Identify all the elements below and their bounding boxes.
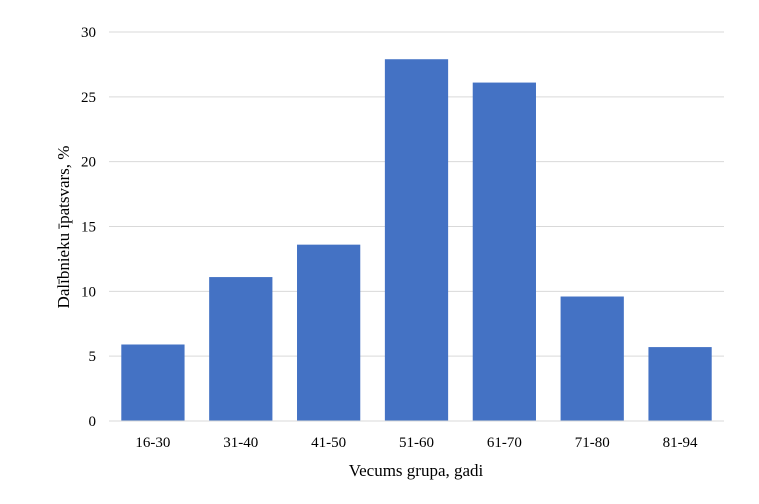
x-tick-labels: 16-30 31-40 41-50 51-60 61-70 71-80 81-94 <box>135 435 698 451</box>
bar-61-70 <box>472 82 536 421</box>
bar-81-94 <box>648 347 712 421</box>
y-tick-label: 10 <box>81 284 96 300</box>
x-tick-label: 31-40 <box>223 435 258 451</box>
y-tick-labels: 0 5 10 15 20 25 30 <box>81 25 96 430</box>
bar-41-50 <box>297 244 361 421</box>
x-tick-label: 81-94 <box>663 435 698 451</box>
y-tick-label: 0 <box>89 414 97 430</box>
y-tick-label: 15 <box>81 220 96 236</box>
bar-51-60 <box>384 59 449 421</box>
y-tick-label: 30 <box>81 25 96 41</box>
x-tick-label: 41-50 <box>311 435 346 451</box>
x-tick-label: 51-60 <box>399 435 434 451</box>
x-axis-title: Vecums grupa, gadi <box>349 461 484 480</box>
y-axis-title: Dalībnieku īpatsvars, % <box>54 146 73 309</box>
y-tick-label: 25 <box>81 90 96 106</box>
x-tick-label: 71-80 <box>575 435 610 451</box>
x-tick-label: 61-70 <box>487 435 522 451</box>
bar-16-30 <box>121 344 185 421</box>
x-tick-label: 16-30 <box>135 435 170 451</box>
bar-71-80 <box>560 296 624 421</box>
bars <box>121 59 712 421</box>
bar-31-40 <box>209 277 273 421</box>
y-tick-label: 20 <box>81 155 96 171</box>
y-tick-label: 5 <box>89 349 97 365</box>
